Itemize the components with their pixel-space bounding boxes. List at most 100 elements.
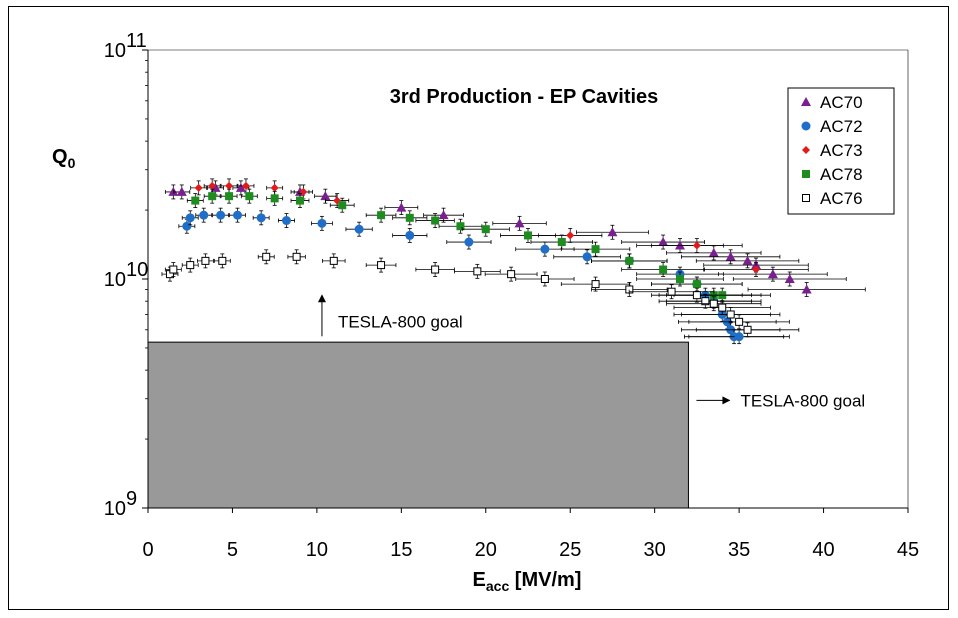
- data-point: [667, 287, 676, 296]
- x-tick-label: 15: [390, 539, 412, 561]
- series-AC76: [161, 249, 800, 338]
- legend-marker-AC70: [801, 97, 811, 106]
- data-point: [742, 255, 753, 265]
- x-tick-label: 0: [142, 539, 153, 561]
- data-point: [296, 196, 304, 205]
- data-point: [725, 251, 736, 261]
- annotation-arrow-head: [722, 396, 731, 405]
- data-point: [329, 256, 338, 265]
- data-point: [281, 216, 291, 226]
- data-point: [186, 261, 195, 270]
- data-point: [270, 194, 279, 203]
- data-point: [675, 240, 685, 250]
- data-point: [735, 317, 744, 326]
- data-point: [233, 210, 243, 220]
- legend-marker-AC78: [802, 170, 810, 178]
- data-point: [176, 186, 187, 196]
- data-point: [431, 265, 440, 274]
- data-point: [245, 192, 254, 201]
- data-point: [752, 265, 760, 274]
- data-point: [405, 213, 414, 222]
- data-point: [709, 299, 718, 308]
- data-point: [405, 230, 415, 240]
- data-point: [185, 213, 195, 223]
- data-point: [514, 218, 525, 228]
- data-point: [659, 265, 668, 274]
- data-point: [456, 222, 465, 231]
- data-point: [438, 210, 449, 220]
- data-point: [169, 265, 178, 274]
- data-point: [431, 216, 440, 225]
- data-point: [726, 310, 735, 319]
- legend-label-AC73: AC73: [820, 141, 863, 160]
- data-point: [270, 183, 279, 192]
- data-point: [210, 182, 221, 192]
- y-tick-exponent: 10: [126, 259, 148, 281]
- data-point: [182, 221, 192, 231]
- data-point: [625, 256, 634, 265]
- data-point: [582, 252, 592, 262]
- data-point: [524, 231, 532, 240]
- data-point: [235, 182, 246, 192]
- data-point: [473, 267, 482, 276]
- data-point: [540, 244, 550, 254]
- x-tick-label: 25: [559, 539, 581, 561]
- data-point: [734, 332, 744, 342]
- y-tick-label: 10: [104, 498, 126, 520]
- data-point: [743, 325, 752, 334]
- y-tick-exponent: 9: [126, 488, 137, 510]
- data-point: [540, 275, 549, 283]
- data-point: [784, 274, 795, 283]
- data-point: [168, 186, 179, 196]
- data-point: [262, 252, 271, 261]
- data-point: [464, 237, 474, 247]
- data-point: [218, 256, 227, 265]
- series-AC73: [190, 178, 809, 277]
- data-point: [241, 181, 250, 190]
- annotation-label: TESLA-800 goal: [740, 391, 865, 410]
- data-point: [201, 256, 210, 265]
- y-tick-label: 10: [104, 40, 126, 62]
- data-point: [338, 201, 347, 210]
- data-point: [767, 269, 778, 279]
- chart-title: 3rd Production - EP Cavities: [390, 86, 659, 108]
- data-point: [199, 210, 209, 220]
- data-point: [208, 181, 217, 190]
- y-axis-label: Q0: [52, 146, 76, 171]
- data-point: [591, 245, 600, 254]
- x-tick-label: 10: [306, 539, 328, 561]
- data-point: [566, 231, 575, 240]
- data-point: [194, 183, 203, 192]
- data-point: [292, 252, 301, 261]
- data-point: [377, 261, 386, 270]
- legend-label-AC70: AC70: [820, 93, 863, 112]
- y-tick-label: 10: [104, 269, 126, 291]
- data-point: [692, 291, 701, 300]
- data-point: [354, 224, 364, 234]
- data-point: [591, 280, 600, 289]
- data-point: [208, 192, 217, 201]
- x-tick-label: 20: [475, 539, 497, 561]
- annotation-label: TESLA-800 goal: [338, 312, 463, 331]
- data-point: [377, 211, 386, 220]
- data-point: [692, 280, 701, 289]
- annotation-arrow-head: [317, 294, 326, 303]
- x-tick-label: 45: [897, 539, 919, 561]
- y-tick-exponent: 11: [126, 30, 147, 52]
- data-point: [317, 218, 327, 228]
- data-point: [557, 238, 566, 247]
- data-point: [216, 210, 226, 220]
- data-point: [607, 227, 618, 237]
- data-point: [658, 237, 669, 247]
- x-tick-label: 5: [227, 539, 238, 561]
- data-point: [396, 202, 407, 212]
- data-point: [507, 270, 516, 279]
- data-point: [225, 192, 234, 201]
- legend-label-AC78: AC78: [820, 165, 863, 184]
- x-tick-label: 40: [812, 539, 834, 561]
- data-point: [256, 213, 266, 223]
- data-point: [320, 191, 331, 201]
- data-point: [692, 241, 701, 250]
- legend-label-AC72: AC72: [820, 117, 863, 136]
